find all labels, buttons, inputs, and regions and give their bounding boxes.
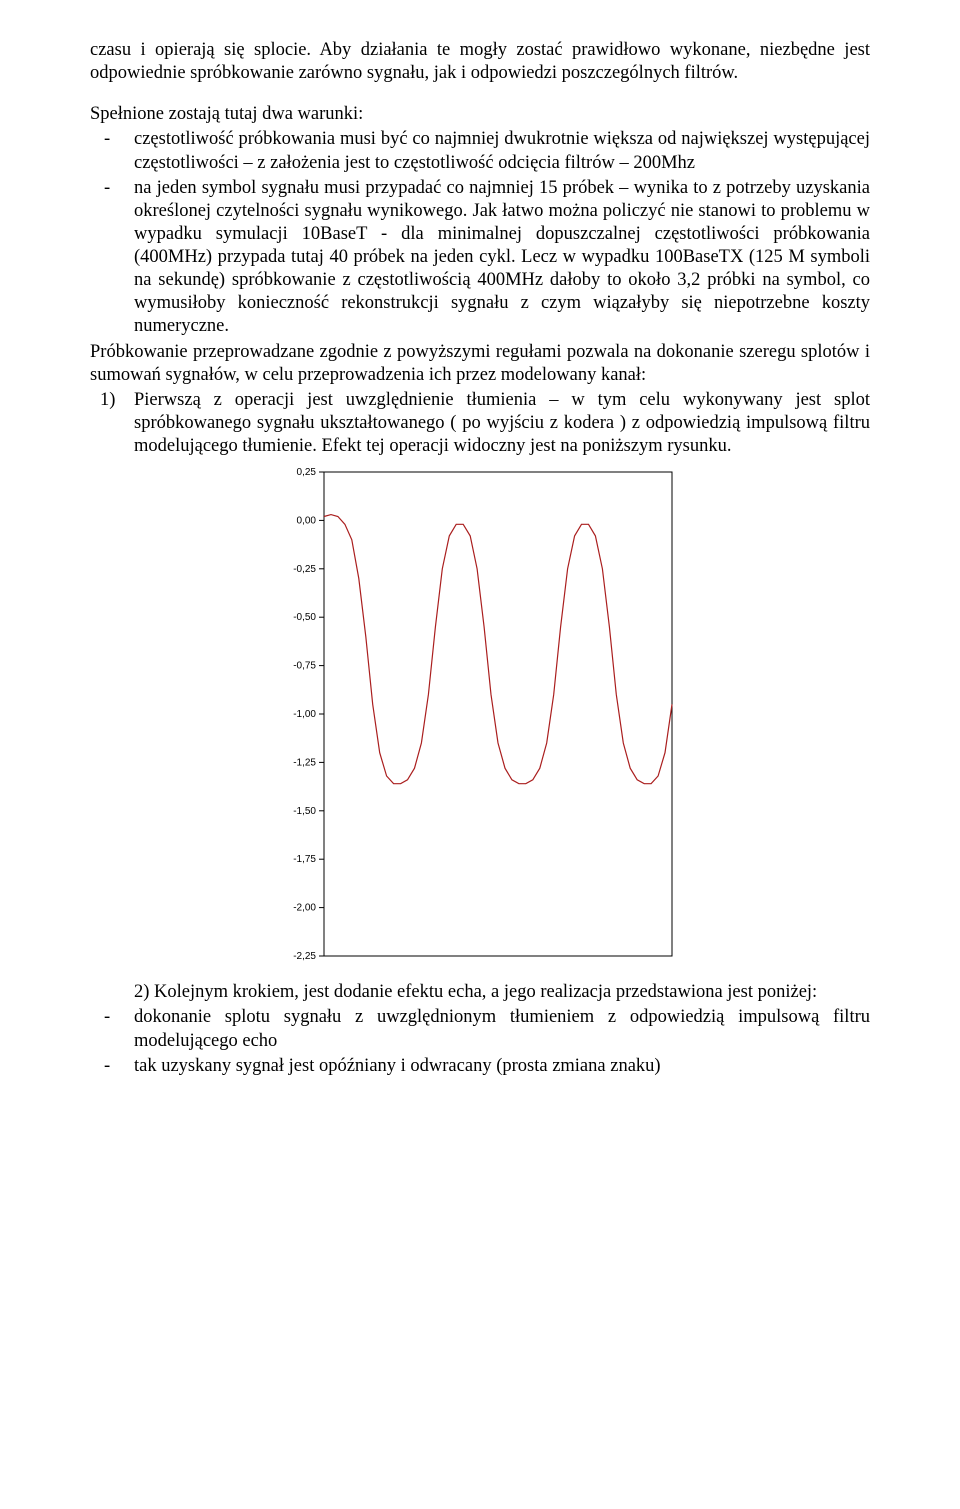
svg-text:-0,25: -0,25 [293, 564, 316, 575]
list-item-text: Pierwszą z operacji jest uwzględnienie t… [134, 390, 870, 456]
list-numbered: 1) Pierwszą z operacji jest uwzględnieni… [90, 389, 870, 458]
svg-text:-1,75: -1,75 [293, 854, 316, 865]
list-item-text: na jeden symbol sygnału musi przypadać c… [134, 178, 870, 337]
dash-icon: - [104, 1006, 110, 1029]
page-container: czasu i opierają się splocie. Aby działa… [0, 0, 960, 1120]
svg-text:-0,50: -0,50 [293, 612, 316, 623]
paragraph-1: czasu i opierają się splocie. Aby działa… [90, 39, 870, 85]
list-conditions: - częstotliwość próbkowania musi być co … [90, 128, 870, 338]
list-item-substep: - tak uzyskany sygnał jest opóźniany i o… [134, 1055, 870, 1078]
chart-container: 0,25 0,00 -0,25 -0,50 -0,75 -1,00 -1,25 -1,50 -1… [90, 464, 870, 971]
dash-icon: - [104, 1055, 110, 1078]
svg-text:-0,75: -0,75 [293, 661, 316, 672]
svg-text:-1,00: -1,00 [293, 709, 316, 720]
paragraph-3: Próbkowanie przeprowadzane zgodnie z pow… [90, 341, 870, 387]
list-item-text: tak uzyskany sygnał jest opóźniany i odw… [134, 1056, 661, 1076]
list-item-condition: - na jeden symbol sygnału musi przypadać… [134, 177, 870, 339]
dash-icon: - [104, 177, 110, 200]
svg-text:-2,25: -2,25 [293, 951, 316, 962]
paragraph-2-intro: Spełnione zostają tutaj dwa warunki: [90, 103, 870, 126]
list-item-text: częstotliwość próbkowania musi być co na… [134, 129, 870, 172]
list-item-condition: - częstotliwość próbkowania musi być co … [134, 128, 870, 174]
list-item-substep: - dokonanie splotu sygnału z uwzględnion… [134, 1006, 870, 1052]
paragraph-second-step: 2) Kolejnym krokiem, jest dodanie efektu… [134, 981, 870, 1004]
svg-text:0,25: 0,25 [297, 467, 317, 478]
svg-text:-1,50: -1,50 [293, 806, 316, 817]
svg-text:0,00: 0,00 [297, 516, 317, 527]
second-step-block: 2) Kolejnym krokiem, jest dodanie efektu… [90, 981, 870, 1078]
number-marker: 1) [100, 389, 115, 412]
list-item-text: dokonanie splotu sygnału z uwzględnionym… [134, 1007, 870, 1050]
svg-text:-2,00: -2,00 [293, 903, 316, 914]
attenuation-chart: 0,25 0,00 -0,25 -0,50 -0,75 -1,00 -1,25 -1,50 -1… [280, 464, 680, 964]
list-item-numbered: 1) Pierwszą z operacji jest uwzględnieni… [134, 389, 870, 458]
dash-icon: - [104, 128, 110, 151]
svg-text:-1,25: -1,25 [293, 758, 316, 769]
